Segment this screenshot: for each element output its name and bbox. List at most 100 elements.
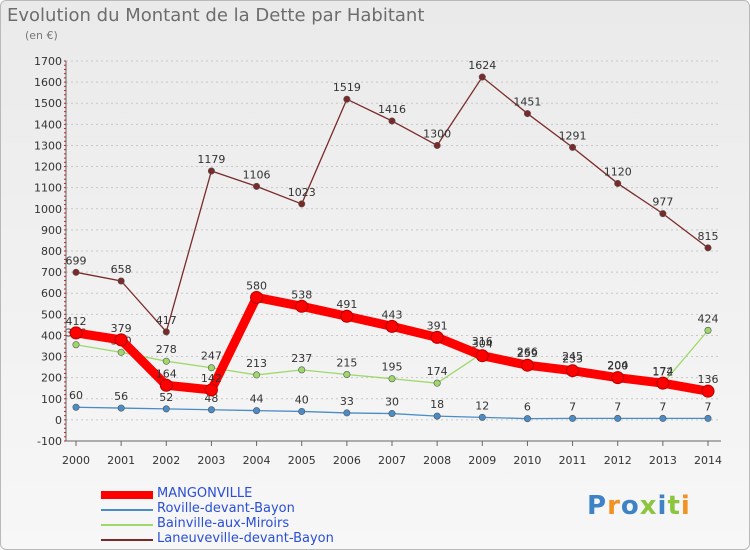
proxiti-logo: Proxiti (587, 491, 691, 521)
legend-label: MANGONVILLE (157, 486, 253, 501)
data-point (298, 200, 306, 208)
data-label: 658 (111, 263, 132, 276)
data-label: 215 (336, 357, 357, 370)
data-point (253, 371, 261, 379)
x-tick-label: 2012 (604, 454, 632, 467)
data-label: 7 (569, 400, 576, 413)
data-point (478, 413, 486, 421)
chart-title: Evolution du Montant de la Dette par Hab… (7, 5, 425, 26)
x-tick-label: 2001 (107, 454, 135, 467)
x-tick-label: 2010 (513, 454, 541, 467)
y-tick-label: 1000 (34, 203, 62, 216)
logo-letter: o (620, 491, 640, 521)
data-label: 40 (295, 393, 309, 406)
data-label: 52 (159, 391, 173, 404)
data-label: 316 (472, 335, 493, 348)
data-point (162, 357, 170, 365)
data-label: 245 (562, 350, 583, 363)
data-point (207, 167, 215, 175)
data-point (614, 179, 622, 187)
y-tick-label: 1400 (34, 118, 62, 131)
logo-letter: r (607, 491, 621, 521)
data-point (72, 341, 80, 349)
x-tick-label: 2000 (62, 454, 90, 467)
data-label: 237 (291, 352, 312, 365)
data-label: 580 (246, 279, 267, 292)
data-label: 443 (382, 308, 403, 321)
data-point (478, 73, 486, 81)
legend-swatch (101, 491, 153, 499)
data-point (204, 383, 218, 397)
logo-letter: P (587, 491, 608, 521)
data-label: 172 (652, 366, 673, 379)
legend-swatch (101, 524, 153, 526)
x-tick-label: 2003 (197, 454, 225, 467)
data-label: 379 (111, 322, 132, 335)
data-point (566, 364, 580, 378)
data-point (614, 414, 622, 422)
logo-letter: x (639, 491, 658, 521)
data-point (523, 415, 531, 423)
data-label: 56 (114, 390, 128, 403)
data-point (659, 414, 667, 422)
data-label: 7 (659, 400, 666, 413)
data-point (162, 405, 170, 413)
x-tick-label: 2007 (378, 454, 406, 467)
y-tick-label: 1500 (34, 97, 62, 110)
data-point (253, 182, 261, 190)
data-point (298, 407, 306, 415)
data-label: 195 (382, 361, 403, 374)
data-label: 815 (698, 230, 719, 243)
y-tick-label: 800 (41, 245, 62, 258)
data-label: 6 (524, 401, 531, 414)
data-label: 12 (475, 399, 489, 412)
x-tick-label: 2004 (243, 454, 271, 467)
data-point (523, 110, 531, 118)
data-point (388, 410, 396, 418)
data-label: 247 (201, 350, 222, 363)
data-point (207, 364, 215, 372)
data-label: 412 (66, 315, 87, 328)
y-tick-label: 100 (41, 393, 62, 406)
data-label: 1624 (468, 59, 496, 72)
y-tick-label: 1700 (34, 55, 62, 68)
data-point (298, 366, 306, 374)
data-point (388, 117, 396, 125)
y-tick-label: 300 (41, 351, 62, 364)
data-label: 1519 (333, 81, 361, 94)
data-point (72, 403, 80, 411)
y-tick-label: 200 (41, 372, 62, 385)
data-point (343, 95, 351, 103)
data-point (430, 330, 444, 344)
data-label: 1300 (423, 127, 451, 140)
y-tick-label: 0 (55, 414, 62, 427)
data-label: 391 (427, 319, 448, 332)
data-label: 266 (517, 346, 538, 359)
data-label: 491 (336, 298, 357, 311)
data-label: 538 (291, 288, 312, 301)
data-label: 304 (472, 338, 493, 351)
data-point (704, 244, 712, 252)
chart-subtitle: (en €) (25, 29, 58, 42)
data-label: 18 (430, 398, 444, 411)
data-point (569, 414, 577, 422)
y-tick-label: 1200 (34, 161, 62, 174)
data-label: 60 (69, 389, 83, 402)
legend-label: Bainville-aux-Miroirs (157, 516, 290, 531)
data-label: 7 (614, 400, 621, 413)
data-label: 136 (698, 373, 719, 386)
data-label: 164 (156, 367, 177, 380)
data-point (114, 333, 128, 347)
data-label: 213 (246, 357, 267, 370)
x-tick-label: 2014 (694, 454, 722, 467)
data-label: 30 (385, 396, 399, 409)
x-tick-label: 2002 (152, 454, 180, 467)
data-label: 33 (340, 395, 354, 408)
y-tick-label: 1300 (34, 139, 62, 152)
data-label: 204 (607, 359, 628, 372)
data-point (475, 349, 489, 363)
data-label: 1416 (378, 103, 406, 116)
data-label: 278 (156, 343, 177, 356)
data-point (433, 141, 441, 149)
